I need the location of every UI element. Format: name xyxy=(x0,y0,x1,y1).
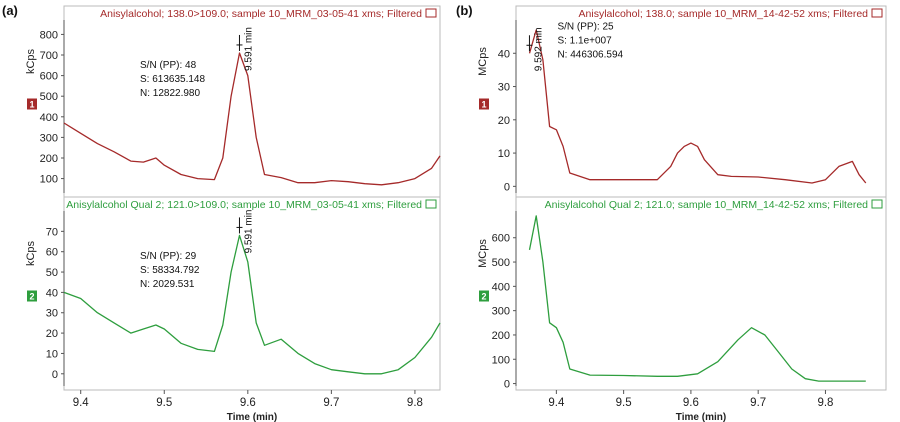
trace-marker-label: 1 xyxy=(29,100,34,110)
y-tick-label: 60 xyxy=(46,247,58,259)
peak-annotation-line: N: 2029.531 xyxy=(140,279,195,290)
x-tick-label: 9.5 xyxy=(156,397,172,409)
trace-marker xyxy=(27,290,37,302)
y-tick-label: 100 xyxy=(492,354,510,366)
series-line xyxy=(63,52,441,186)
peak-annotation-line: S/N (PP): 29 xyxy=(140,251,197,262)
peak-time-label: 9.591 min xyxy=(243,27,254,71)
y-tick-label: 400 xyxy=(492,281,510,293)
trace-marker xyxy=(479,290,489,302)
y-tick-label: 40 xyxy=(498,48,510,60)
trace-marker-label: 2 xyxy=(481,292,486,302)
chart-title: Anisylalcohol; 138.0>109.0; sample 10_MR… xyxy=(100,8,422,20)
peak-annotation-line: S: 58334.792 xyxy=(140,265,200,276)
y-tick-label: 400 xyxy=(40,112,58,124)
window-icon xyxy=(425,199,437,209)
x-tick-label: 9.8 xyxy=(407,397,423,409)
chart-panel-a2: Anisylalcohol Qual 2; 121.0>109.0; sampl… xyxy=(25,196,441,422)
y-tick-label: 30 xyxy=(46,308,58,320)
peak-time-label: 9.592 min xyxy=(533,27,544,71)
trace-marker-label: 2 xyxy=(29,292,34,302)
y-tick-label: 40 xyxy=(46,287,58,299)
chart-panel-b2: Anisylalcohol Qual 2; 121.0; sample 10_M… xyxy=(477,196,887,422)
peak-annotation-line: S/N (PP): 48 xyxy=(140,60,197,71)
y-tick-label: 50 xyxy=(46,267,58,279)
y-tick-label: 20 xyxy=(46,328,58,340)
window-icon xyxy=(871,199,883,209)
x-tick-label: 9.4 xyxy=(73,397,90,409)
y-tick-label: 100 xyxy=(40,174,58,186)
chart-title: Anisylalcohol Qual 2; 121.0>109.0; sampl… xyxy=(66,199,422,211)
y-axis-label: kCps xyxy=(25,48,37,74)
y-tick-label: 200 xyxy=(40,153,58,165)
x-tick-label: 9.5 xyxy=(616,397,632,409)
chart-panel-a1: Anisylalcohol; 138.0>109.0; sample 10_MR… xyxy=(25,5,441,198)
x-tick-label: 9.4 xyxy=(548,397,565,409)
y-tick-label: 30 xyxy=(498,82,510,94)
y-tick-label: 20 xyxy=(498,115,510,127)
y-tick-label: 300 xyxy=(492,306,510,318)
chart-title: Anisylalcohol Qual 2; 121.0; sample 10_M… xyxy=(545,199,868,211)
y-tick-label: 0 xyxy=(504,379,510,391)
y-tick-label: 500 xyxy=(492,257,510,269)
y-tick-label: 10 xyxy=(498,148,510,160)
peak-annotation-line: N: 12822.980 xyxy=(140,88,200,99)
panel-label-b: (b) xyxy=(456,3,473,18)
peak-annotation-line: N: 446306.594 xyxy=(557,49,623,60)
y-tick-label: 10 xyxy=(46,348,58,360)
window-icon xyxy=(425,8,437,18)
x-axis-label: Time (min) xyxy=(227,412,277,422)
y-tick-label: 200 xyxy=(492,330,510,342)
y-axis-label: MCps xyxy=(477,47,489,76)
series-line xyxy=(528,215,866,382)
chart-title: Anisylalcohol; 138.0; sample 10_MRM_14-4… xyxy=(579,8,869,20)
y-tick-label: 300 xyxy=(40,132,58,144)
y-axis-label: kCps xyxy=(25,240,37,266)
peak-annotation-line: S: 1.1e+007 xyxy=(557,35,612,46)
window-icon xyxy=(871,8,883,18)
panel-label-a: (a) xyxy=(2,3,18,18)
trace-marker-label: 1 xyxy=(481,100,486,110)
y-tick-label: 0 xyxy=(504,181,510,193)
peak-annotation-line: S: 613635.148 xyxy=(140,74,205,85)
peak-time-label: 9.591 min xyxy=(243,209,254,253)
x-axis-label: Time (min) xyxy=(676,412,726,422)
y-tick-label: 0 xyxy=(52,369,58,381)
x-tick-label: 9.7 xyxy=(323,397,339,409)
chart-panel-b1: Anisylalcohol; 138.0; sample 10_MRM_14-4… xyxy=(477,5,887,198)
y-tick-label: 70 xyxy=(46,226,58,238)
series-line xyxy=(528,29,867,184)
x-tick-label: 9.6 xyxy=(240,397,256,409)
plot-frame xyxy=(515,196,887,391)
y-tick-label: 500 xyxy=(40,91,58,103)
y-tick-label: 600 xyxy=(40,71,58,83)
series-line xyxy=(63,234,441,375)
trace-marker xyxy=(27,98,37,110)
x-tick-label: 9.7 xyxy=(750,397,766,409)
trace-marker xyxy=(479,98,489,110)
y-tick-label: 600 xyxy=(492,233,510,245)
y-tick-label: 700 xyxy=(40,50,58,62)
y-axis-label: MCps xyxy=(477,239,489,268)
y-tick-label: 800 xyxy=(40,29,58,41)
x-tick-label: 9.6 xyxy=(683,397,699,409)
x-tick-label: 9.8 xyxy=(817,397,833,409)
peak-annotation-line: S/N (PP): 25 xyxy=(557,21,614,32)
